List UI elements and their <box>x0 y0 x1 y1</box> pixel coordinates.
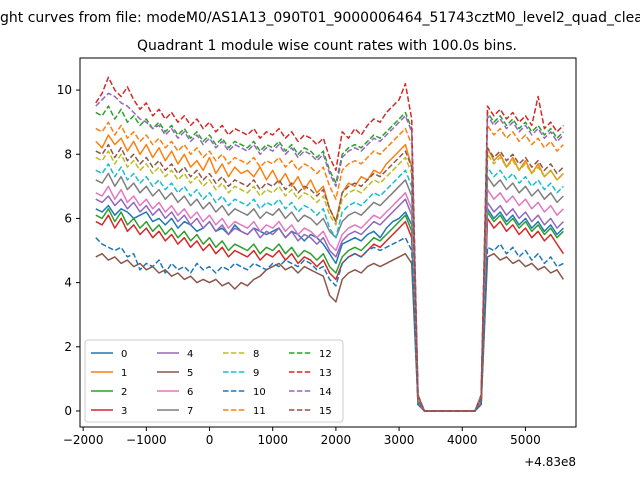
legend-label-8: 8 <box>253 349 259 360</box>
series-line-15 <box>95 143 564 412</box>
x-axis: −2000 −1000 0 1000 2000 3000 4000 5000 <box>63 427 541 447</box>
legend-label-5: 5 <box>187 368 193 379</box>
legend-label-9: 9 <box>253 368 259 379</box>
x-tick-label: 5000 <box>510 433 541 447</box>
legend-label-13: 13 <box>319 368 332 379</box>
y-tick-label: 10 <box>57 83 72 97</box>
y-tick-label: 4 <box>64 276 72 290</box>
legend-label-7: 7 <box>187 406 193 417</box>
legend-label-1: 1 <box>121 368 127 379</box>
legend-label-14: 14 <box>319 387 332 398</box>
y-tick-label: 8 <box>64 147 72 161</box>
x-tick-label: −1000 <box>126 433 167 447</box>
legend-label-15: 15 <box>319 406 332 417</box>
legend-label-6: 6 <box>187 387 193 398</box>
x-tick-label: 4000 <box>447 433 478 447</box>
legend-label-12: 12 <box>319 349 332 360</box>
y-tick-label: 2 <box>64 340 72 354</box>
series-line-13 <box>95 76 564 412</box>
y-axis: 0 2 4 6 8 10 <box>57 83 80 418</box>
x-tick-label: 3000 <box>384 433 415 447</box>
axes-frame <box>79 57 577 428</box>
x-offset-label: +4.83e8 <box>524 455 576 469</box>
series-line-10 <box>95 236 564 412</box>
plot-area <box>95 76 565 412</box>
y-tick-label: 6 <box>64 211 72 225</box>
legend-label-0: 0 <box>121 349 127 360</box>
legend-label-10: 10 <box>253 387 266 398</box>
legend-label-2: 2 <box>121 387 127 398</box>
chart-title: Quadrant 1 module wise count rates with … <box>137 38 517 54</box>
y-tick-label: 0 <box>64 404 72 418</box>
legend-label-3: 3 <box>121 406 127 417</box>
figure-title: Light curves from file: modeM0/AS1A13_09… <box>0 10 640 26</box>
x-tick-label: 1000 <box>257 433 288 447</box>
legend-box <box>84 339 344 423</box>
legend-label-11: 11 <box>253 406 266 417</box>
x-tick-label: 2000 <box>321 433 352 447</box>
x-tick-label: −2000 <box>63 433 104 447</box>
legend-label-4: 4 <box>187 349 193 360</box>
x-tick-label: 0 <box>206 433 214 447</box>
